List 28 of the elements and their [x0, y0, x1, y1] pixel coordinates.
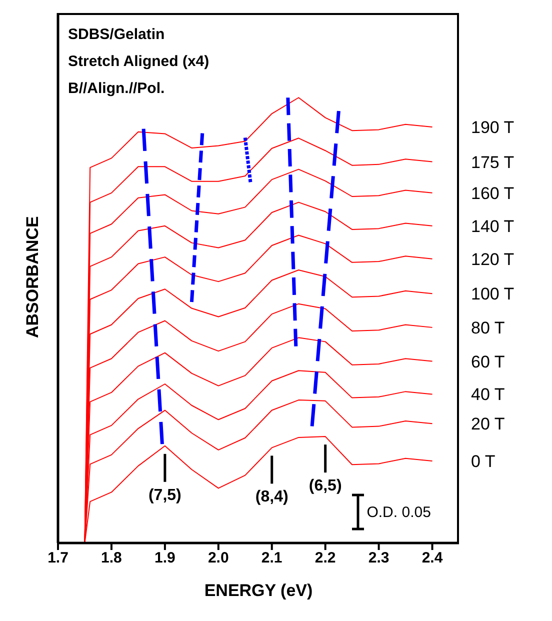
text: 190 T — [471, 118, 514, 138]
x-tick-label: 2.1 — [261, 550, 282, 567]
x-tick-label: 1.8 — [101, 550, 122, 567]
x-tick-label: 1.9 — [154, 550, 176, 567]
chart-subtitle: Stretch Aligned (x4) — [68, 52, 210, 72]
y-axis-title: ABSORBANCE — [23, 216, 42, 338]
text: 100 T — [471, 284, 514, 304]
text: 0 T — [471, 452, 496, 472]
x-axis-title: ENERGY (eV) — [204, 581, 313, 600]
x-tick-label: 2.4 — [422, 550, 444, 567]
x-tick-label: 2.2 — [314, 550, 336, 567]
text: 40 T — [471, 385, 505, 404]
annotation: O.D. 0.05 — [366, 504, 431, 520]
text: 80 T — [471, 318, 505, 338]
text: 120 T — [471, 250, 514, 269]
x-tick-label: 2.0 — [208, 550, 229, 567]
annotation: (6,5) — [308, 478, 342, 495]
text: 140 T — [471, 216, 514, 236]
text: 20 T — [471, 414, 505, 434]
chart-title: SDBS/Gelatin — [68, 25, 166, 45]
annotation: (8,4) — [255, 488, 288, 506]
annotation: (7,5) — [148, 486, 182, 504]
text: B//Align.//Pol. — [68, 79, 166, 99]
x-tick-label: 1.7 — [48, 550, 68, 567]
text: 175 T — [471, 152, 514, 172]
text: 60 T — [471, 352, 505, 372]
x-tick-label: 2.3 — [368, 550, 390, 567]
text: 160 T — [471, 184, 514, 203]
